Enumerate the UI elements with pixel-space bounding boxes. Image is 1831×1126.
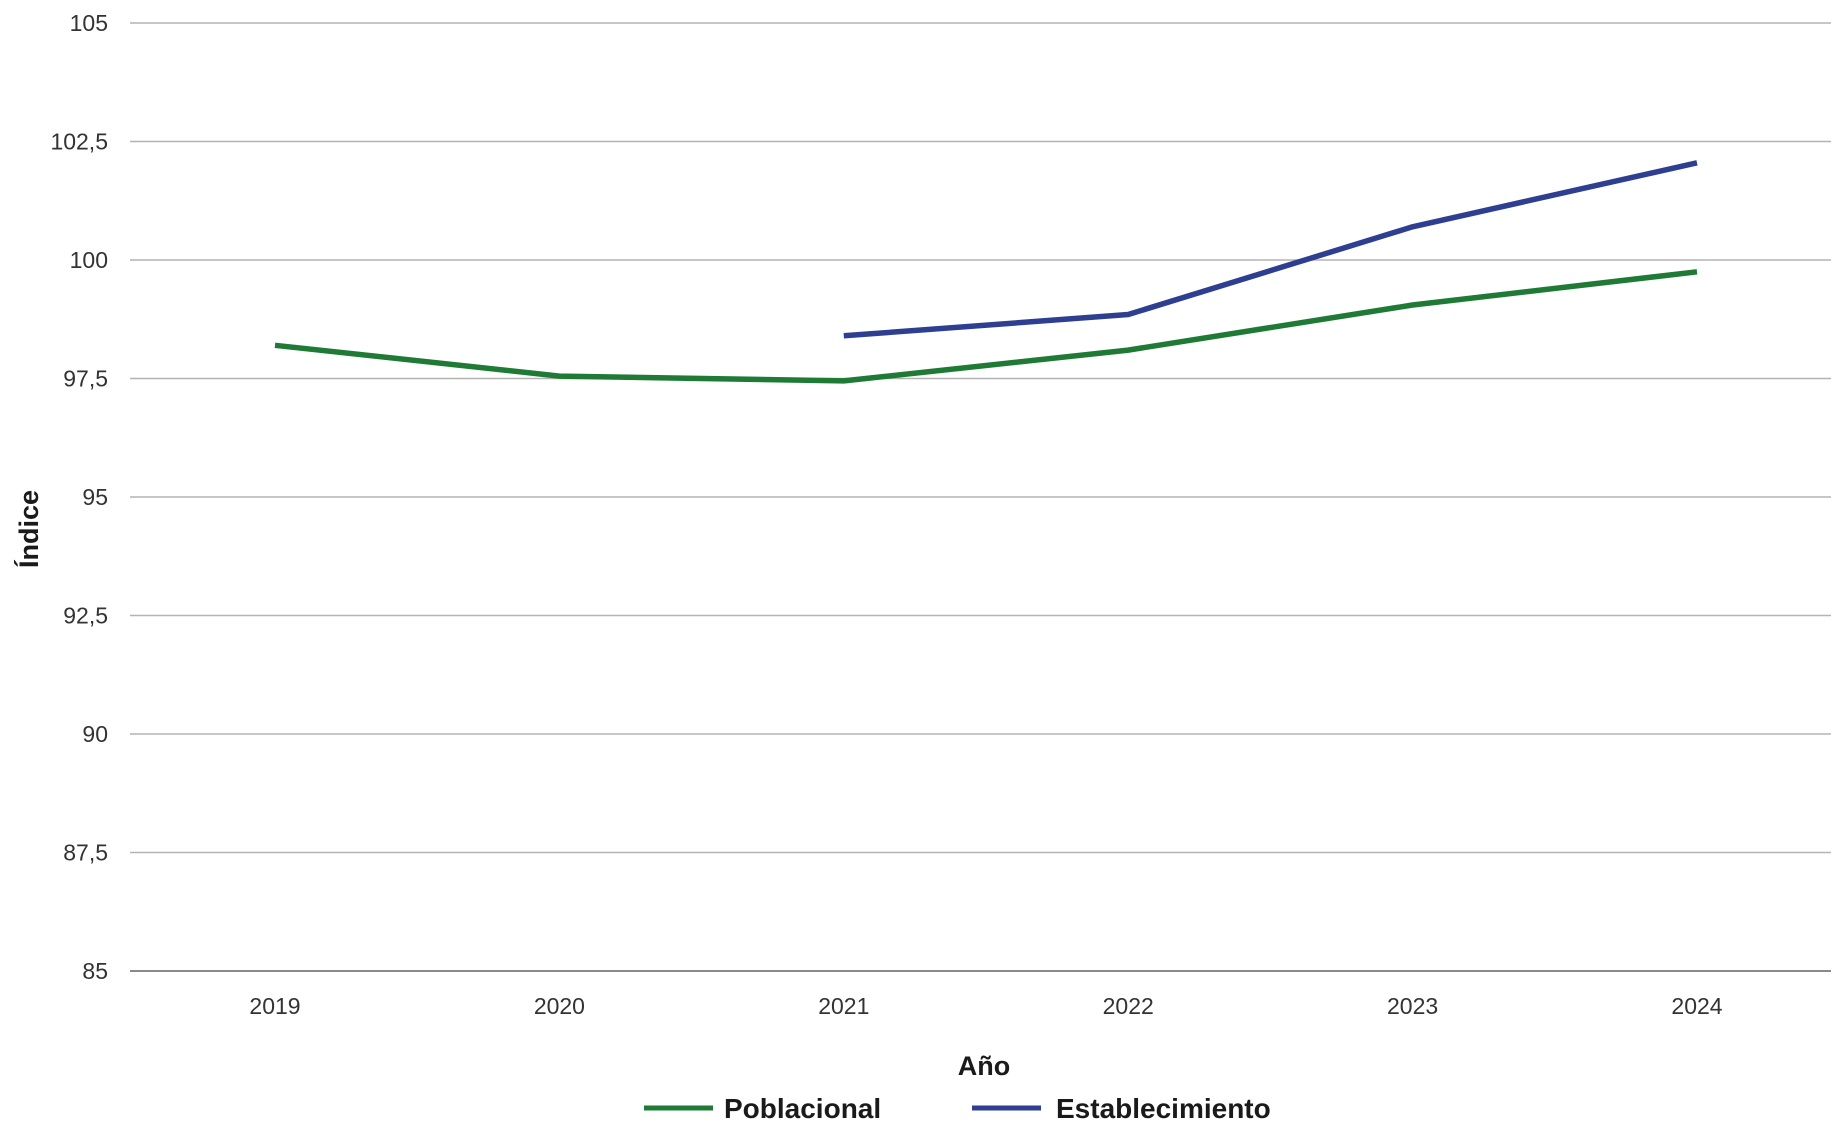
legend-label-establecimiento: Establecimiento — [1056, 1093, 1271, 1124]
x-axis-title: Año — [958, 1051, 1010, 1081]
y-axis-title: Índice — [13, 490, 44, 568]
series-line-poblacional — [274, 269, 1698, 384]
x-axis-ticks: 2019 2020 2021 2022 2023 2024 — [249, 993, 1722, 1019]
y-tick-label: 87,5 — [63, 840, 108, 866]
y-tick-label: 100 — [70, 247, 108, 273]
x-tick-label: 2019 — [249, 993, 300, 1019]
y-tick-label: 95 — [82, 484, 108, 510]
legend-label-poblacional: Poblacional — [724, 1093, 881, 1124]
x-tick-label: 2021 — [818, 993, 869, 1019]
x-tick-label: 2022 — [1103, 993, 1154, 1019]
grid-lines — [130, 22, 1831, 972]
legend: Poblacional Establecimiento — [644, 1093, 1271, 1124]
x-tick-label: 2020 — [534, 993, 585, 1019]
y-tick-label: 92,5 — [63, 603, 108, 629]
y-tick-label: 90 — [82, 721, 108, 747]
x-tick-label: 2024 — [1671, 993, 1722, 1019]
legend-item-poblacional: Poblacional — [644, 1093, 881, 1124]
y-axis-ticks: 85 87,5 90 92,5 95 97,5 100 102,5 105 — [50, 10, 108, 984]
y-tick-label: 102,5 — [50, 129, 108, 155]
series-line-establecimiento — [843, 160, 1698, 339]
y-tick-label: 85 — [82, 958, 108, 984]
y-tick-label: 97,5 — [63, 366, 108, 392]
series-lines — [274, 160, 1698, 384]
x-tick-label: 2023 — [1387, 993, 1438, 1019]
y-tick-label: 105 — [70, 10, 108, 36]
legend-item-establecimiento: Establecimiento — [972, 1093, 1271, 1124]
